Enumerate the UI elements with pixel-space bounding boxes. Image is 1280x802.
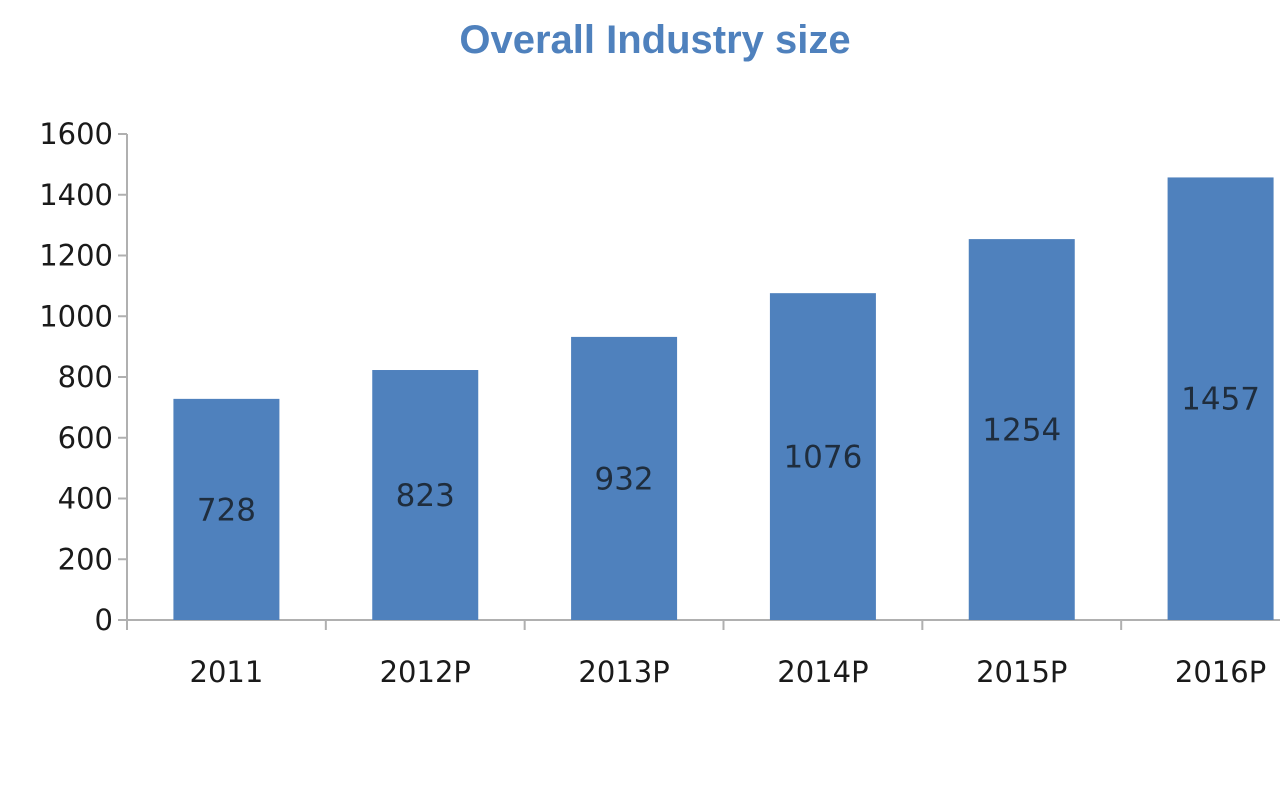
y-tick-label: 200 bbox=[58, 542, 113, 576]
y-tick-label: 1200 bbox=[39, 239, 113, 273]
data-label: 823 bbox=[396, 478, 455, 514]
y-tick-label: 1600 bbox=[39, 117, 113, 151]
y-tick-label: 1400 bbox=[39, 178, 113, 212]
y-tick-label: 800 bbox=[58, 360, 113, 394]
bar bbox=[571, 336, 678, 620]
data-label: 932 bbox=[594, 461, 653, 497]
labels: 0 200 400 600 800 1000 1200 1400 1600 728 2011 823 2… bbox=[39, 117, 1266, 689]
chart-title: Overall Industry size bbox=[459, 18, 851, 62]
y-tick-label: 1000 bbox=[39, 299, 113, 333]
x-tick-label: 2015P bbox=[976, 655, 1067, 689]
x-tick-label: 2011 bbox=[190, 655, 264, 689]
bar bbox=[968, 239, 1075, 620]
bars bbox=[173, 177, 1274, 620]
x-tick-label: 2013P bbox=[578, 655, 669, 689]
bar bbox=[769, 293, 876, 620]
x-tick-label: 2016P bbox=[1175, 655, 1266, 689]
data-label: 1076 bbox=[783, 440, 862, 476]
data-label: 1457 bbox=[1181, 382, 1260, 418]
data-label: 728 bbox=[197, 492, 256, 528]
y-tick-label: 600 bbox=[58, 421, 113, 455]
y-tick-label: 0 bbox=[95, 603, 113, 637]
bar bbox=[372, 370, 479, 620]
data-label: 1254 bbox=[982, 413, 1061, 449]
y-tick-label: 400 bbox=[58, 482, 113, 516]
bar bbox=[1167, 177, 1274, 620]
axes bbox=[118, 133, 1280, 630]
x-tick-label: 2014P bbox=[777, 655, 868, 689]
x-tick-label: 2012P bbox=[380, 655, 471, 689]
bar bbox=[173, 398, 280, 620]
